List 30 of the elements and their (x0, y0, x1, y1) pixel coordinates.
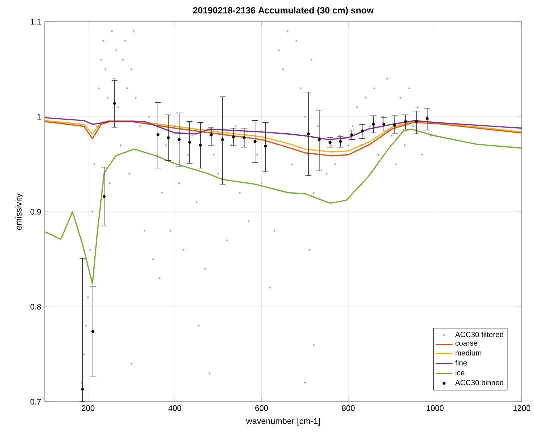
point (232, 135, 236, 138)
point (254, 140, 257, 144)
point (360, 130, 364, 133)
point (81, 388, 84, 392)
point (307, 132, 310, 136)
point (404, 120, 408, 124)
point (339, 140, 342, 144)
line-series (44, 117, 523, 140)
point (102, 195, 106, 198)
x-axis-title: wavenumber [cm-1] (246, 418, 320, 426)
point (328, 141, 332, 144)
point (393, 124, 396, 128)
point (156, 134, 160, 137)
point (113, 102, 116, 106)
point (188, 141, 192, 144)
point (382, 123, 386, 126)
chart-title: 20190218-2136 Accumulated (30 cm) snow (193, 7, 374, 16)
point (350, 134, 354, 137)
point (415, 120, 418, 124)
line-series (44, 128, 523, 285)
point (372, 123, 376, 126)
point (92, 330, 95, 334)
point (178, 138, 181, 142)
point (210, 134, 214, 137)
point (426, 117, 429, 120)
point (221, 138, 224, 142)
y-axis-title: emissivity (16, 194, 24, 230)
point (167, 136, 170, 140)
point (242, 136, 246, 140)
point (318, 138, 321, 142)
